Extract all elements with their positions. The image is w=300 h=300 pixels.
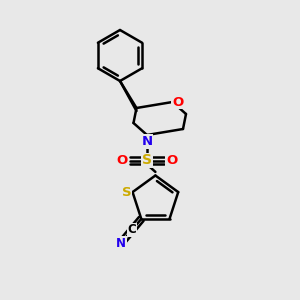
Text: O: O <box>172 95 183 109</box>
Text: N: N <box>116 236 126 250</box>
Text: S: S <box>142 154 152 167</box>
Text: O: O <box>117 154 128 167</box>
Text: N: N <box>141 135 153 148</box>
Text: S: S <box>122 186 131 199</box>
Text: O: O <box>166 154 177 167</box>
Text: C: C <box>128 223 136 236</box>
